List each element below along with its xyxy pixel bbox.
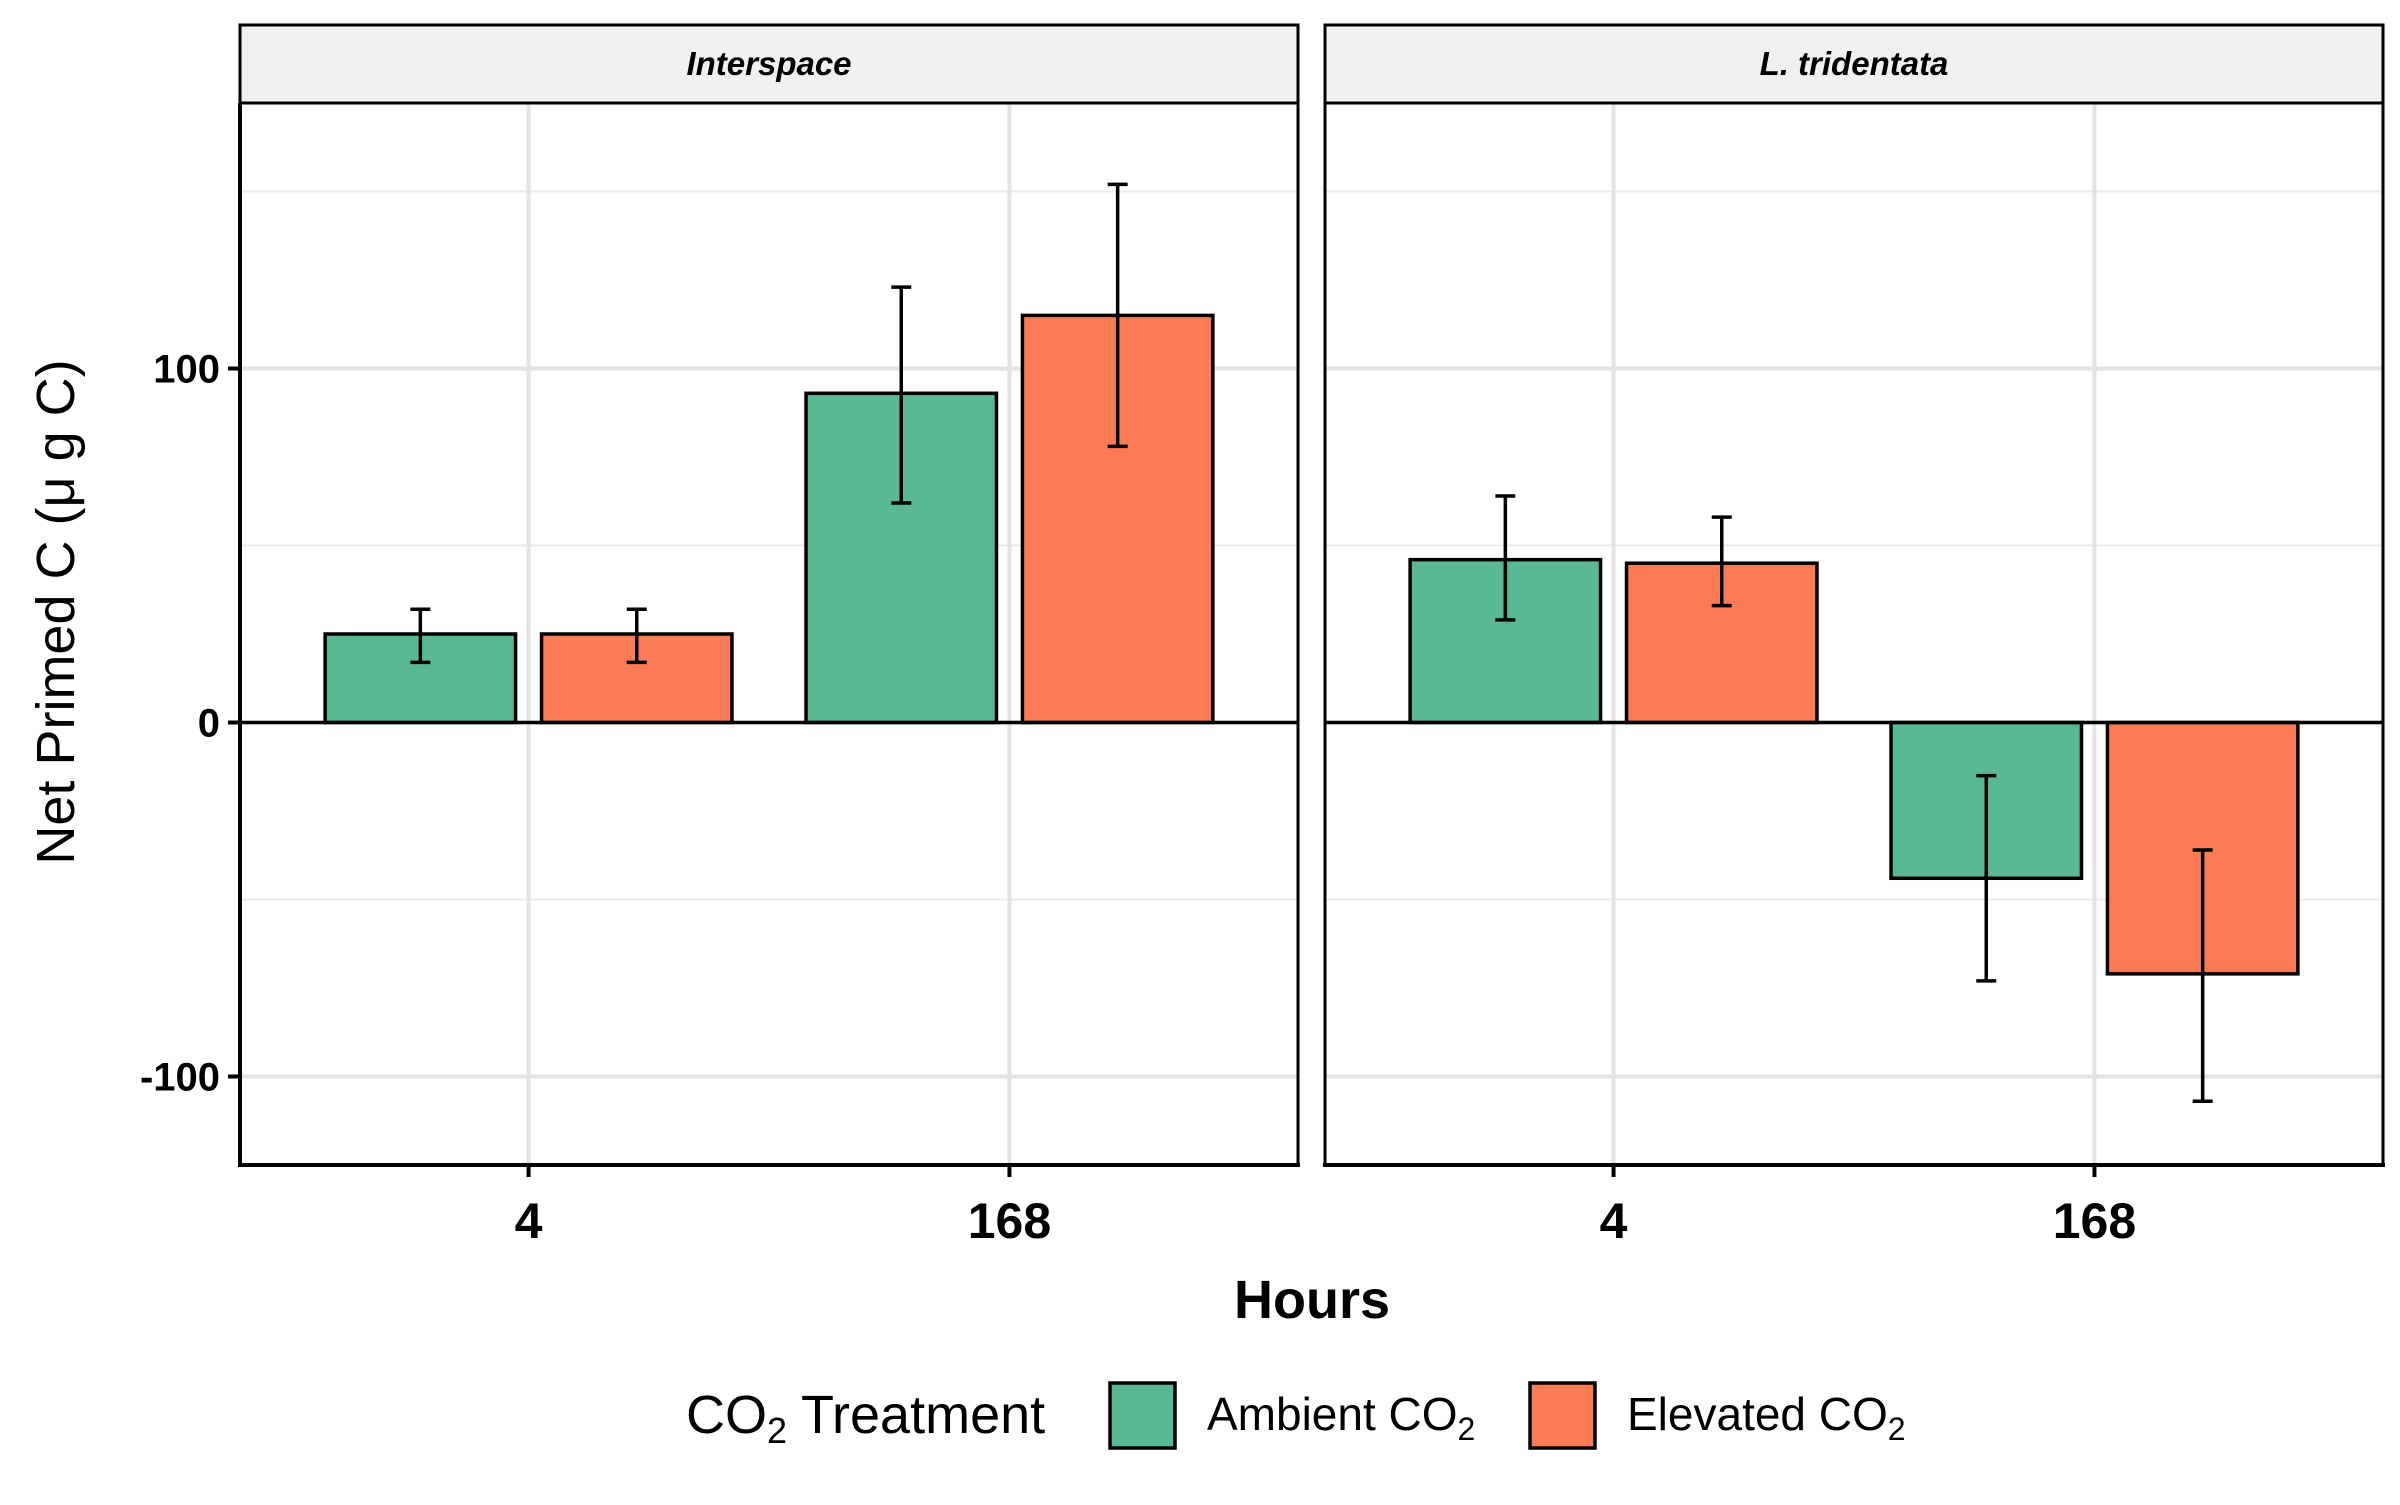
- facet-panel-0: Interspace 4 168: [238, 23, 1300, 1249]
- legend-swatch-1: [1528, 1381, 1597, 1450]
- x-tick-label-0-0: 4: [515, 1193, 543, 1249]
- facet-strip-0: [238, 23, 1300, 105]
- y-axis-label: Net Primed C (μ g C): [26, 359, 86, 864]
- error-bar-0-1-1: [1107, 182, 1128, 449]
- legend-item-1: Elevated CO2: [1528, 1381, 1906, 1450]
- error-bar-1-0-1: [1711, 515, 1732, 608]
- facet-strip-label-0: Interspace: [686, 45, 851, 82]
- error-bar-1-0-0: [1495, 494, 1516, 622]
- legend-label-0: Ambient CO2: [1207, 1388, 1475, 1447]
- facet-panel-1: L. tridentata 4 168: [1323, 23, 2385, 1249]
- x-axis-label: Hours: [1234, 1270, 1390, 1330]
- legend-label-1: Elevated CO2: [1627, 1388, 1906, 1447]
- facet-panels: Interspace 4 168 L. tridentata 4 168: [238, 23, 2385, 1249]
- x-tick-label-0-1: 168: [968, 1193, 1051, 1249]
- error-bar-1-1-1: [2192, 848, 2213, 1104]
- facet-strip-1: [1323, 23, 2385, 105]
- error-bar-0-0-0: [410, 607, 431, 665]
- legend: CO2 Treatment Ambient CO2 Elevated CO2: [686, 1381, 1906, 1451]
- error-bar-1-1-0: [1976, 773, 1997, 983]
- facet-strip-label-1: L. tridentata: [1760, 45, 1949, 82]
- legend-title: CO2 Treatment: [686, 1385, 1045, 1451]
- y-tick-label: 100: [153, 348, 220, 392]
- legend-swatch-0: [1108, 1381, 1177, 1450]
- y-axis: 100 0 -100: [140, 103, 242, 1165]
- x-tick-label-1-1: 168: [2053, 1193, 2136, 1249]
- error-bar-0-1-0: [891, 285, 912, 505]
- y-tick-label: -100: [140, 1056, 220, 1100]
- legend-item-0: Ambient CO2: [1108, 1381, 1475, 1450]
- y-tick-label: 0: [198, 702, 220, 746]
- x-tick-label-1-0: 4: [1600, 1193, 1628, 1249]
- error-bar-0-0-1: [626, 607, 647, 665]
